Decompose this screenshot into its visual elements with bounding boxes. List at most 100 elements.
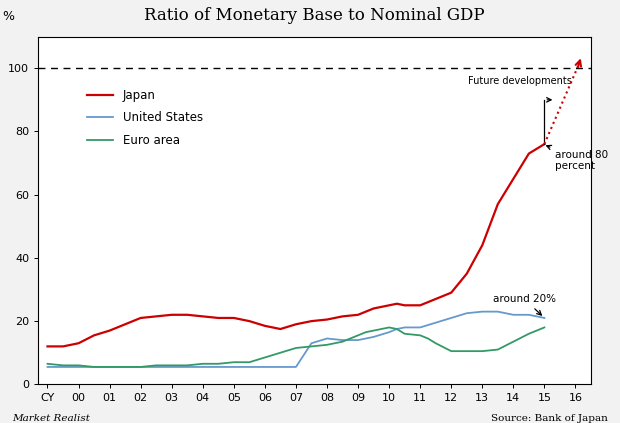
Japan: [432, 297, 440, 302]
United States: [230, 364, 237, 369]
United States: [393, 327, 401, 332]
United States: [494, 309, 502, 314]
Euro area: [323, 342, 330, 347]
Euro area: [463, 349, 471, 354]
United States: [463, 310, 471, 316]
Japan: [463, 271, 471, 276]
Euro area: [168, 363, 175, 368]
Euro area: [277, 350, 284, 355]
United States: [44, 364, 51, 369]
Euro area: [479, 349, 486, 354]
Euro area: [106, 364, 113, 369]
United States: [292, 364, 299, 369]
Euro area: [44, 361, 51, 366]
Euro area: [60, 363, 67, 368]
Euro area: [230, 360, 237, 365]
Euro area: [541, 325, 548, 330]
Japan: [525, 151, 533, 156]
Euro area: [386, 325, 393, 330]
Text: Source: Bank of Japan: Source: Bank of Japan: [490, 414, 608, 423]
Euro area: [91, 364, 98, 369]
Euro area: [401, 331, 409, 336]
Japan: [122, 322, 129, 327]
Euro area: [432, 341, 440, 346]
Japan: [60, 344, 67, 349]
Japan: [230, 316, 237, 321]
Euro area: [153, 363, 160, 368]
Japan: [417, 303, 424, 308]
Japan: [199, 314, 206, 319]
Japan: [277, 327, 284, 332]
Japan: [494, 202, 502, 207]
Japan: [541, 142, 548, 147]
Euro area: [215, 361, 222, 366]
Euro area: [75, 363, 82, 368]
United States: [168, 364, 175, 369]
Text: %: %: [2, 10, 14, 23]
Japan: [370, 306, 378, 311]
Text: Market Realist: Market Realist: [12, 414, 91, 423]
Japan: [300, 320, 308, 325]
Japan: [75, 341, 82, 346]
Japan: [393, 301, 401, 306]
Japan: [401, 303, 409, 308]
Euro area: [424, 336, 432, 341]
United States: [122, 364, 129, 369]
Euro area: [308, 344, 315, 349]
Japan: [153, 314, 160, 319]
Title: Ratio of Monetary Base to Nominal GDP: Ratio of Monetary Base to Nominal GDP: [144, 7, 485, 24]
Text: Future developments: Future developments: [468, 76, 572, 86]
United States: [75, 364, 82, 369]
United States: [448, 316, 455, 321]
Japan: [137, 316, 144, 321]
Japan: [339, 314, 346, 319]
United States: [479, 309, 486, 314]
Japan: [386, 303, 393, 308]
Japan: [246, 319, 253, 324]
Euro area: [362, 330, 370, 335]
United States: [541, 316, 548, 321]
Euro area: [339, 339, 346, 344]
Euro area: [370, 328, 378, 333]
Text: around 80
percent: around 80 percent: [547, 146, 608, 171]
Euro area: [246, 360, 253, 365]
United States: [215, 364, 222, 369]
United States: [323, 336, 330, 341]
United States: [277, 364, 284, 369]
Euro area: [184, 363, 191, 368]
Japan: [184, 312, 191, 317]
Japan: [91, 333, 98, 338]
Japan: [308, 319, 315, 324]
Euro area: [261, 355, 268, 360]
United States: [370, 335, 378, 340]
United States: [106, 364, 113, 369]
Japan: [448, 290, 455, 295]
Text: around 20%: around 20%: [493, 294, 556, 315]
United States: [432, 320, 440, 325]
Japan: [323, 317, 330, 322]
United States: [355, 338, 362, 343]
Euro area: [122, 364, 129, 369]
Line: Euro area: Euro area: [48, 327, 544, 367]
Line: United States: United States: [48, 312, 544, 367]
United States: [339, 338, 346, 343]
Japan: [479, 243, 486, 248]
Euro area: [448, 349, 455, 354]
United States: [510, 312, 517, 317]
Legend: Japan, United States, Euro area: Japan, United States, Euro area: [83, 84, 208, 151]
United States: [199, 364, 206, 369]
United States: [153, 364, 160, 369]
Euro area: [137, 364, 144, 369]
Japan: [355, 312, 362, 317]
Japan: [261, 323, 268, 328]
Euro area: [525, 331, 533, 336]
United States: [401, 325, 409, 330]
Japan: [510, 176, 517, 181]
Euro area: [494, 347, 502, 352]
Euro area: [510, 339, 517, 344]
Japan: [106, 328, 113, 333]
Japan: [292, 322, 299, 327]
United States: [261, 364, 268, 369]
Euro area: [393, 327, 401, 332]
United States: [137, 364, 144, 369]
